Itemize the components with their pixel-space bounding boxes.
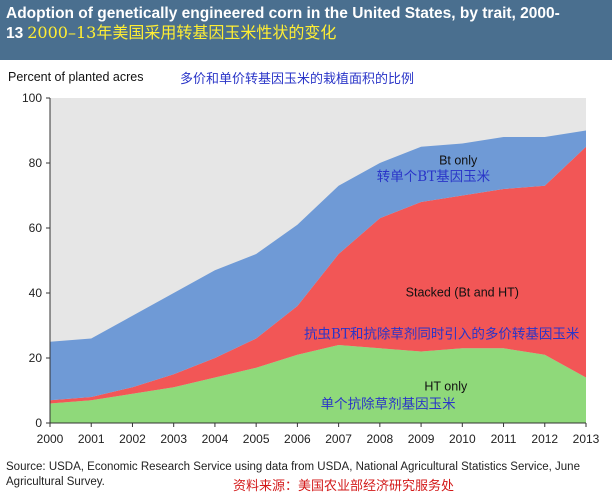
x-tick-label: 2008 xyxy=(366,432,393,446)
chart-header: Adoption of genetically engineered corn … xyxy=(0,0,612,60)
x-tick-label: 2012 xyxy=(531,432,558,446)
source-note: Source: USDA, Economic Research Service … xyxy=(6,461,580,488)
area-bt-only xyxy=(50,130,586,401)
x-tick-label: 2004 xyxy=(202,432,229,446)
chart-title: Adoption of genetically engineered corn … xyxy=(6,4,606,43)
series-label-cn: 单个抗除草剂基因玉米 xyxy=(321,395,456,412)
x-tick-label: 2001 xyxy=(78,432,105,446)
x-tick-label: 2005 xyxy=(243,432,270,446)
y-tick-label: 80 xyxy=(29,156,43,170)
source-note-cn: 资料来源：美国农业部经济研究服务处 xyxy=(233,479,455,494)
series-label: Bt only xyxy=(439,154,478,168)
x-tick-label: 2009 xyxy=(408,432,435,446)
y-axis-label: Percent of planted acres xyxy=(8,70,144,84)
x-tick-label: 2011 xyxy=(491,432,517,446)
x-tick-label: 2007 xyxy=(325,432,352,446)
y-tick-label: 40 xyxy=(29,286,43,300)
chart-title-en: Adoption of genetically engineered corn … xyxy=(6,5,560,42)
x-tick-label: 2013 xyxy=(573,432,600,446)
y-tick-label: 0 xyxy=(35,416,42,430)
y-tick-label: 20 xyxy=(29,351,43,365)
x-tick-label: 2006 xyxy=(284,432,311,446)
y-tick-label: 100 xyxy=(22,91,42,105)
series-label-cn: 抗虫BT和抗除草剂同时引入的多价转基因玉米 xyxy=(304,326,580,343)
x-tick-label: 2002 xyxy=(119,432,146,446)
x-tick-label: 2003 xyxy=(160,432,187,446)
series-label: HT only xyxy=(424,380,468,394)
series-label: Stacked (Bt and HT) xyxy=(406,285,519,299)
area-stacked-bt-and-ht xyxy=(50,146,586,404)
x-tick-label: 2000 xyxy=(37,432,64,446)
y-axis-label-cn: 多价和单价转基因玉米的栽植面积的比例 xyxy=(180,72,415,87)
series-label-cn: 转单个BT基因玉米 xyxy=(377,168,491,185)
chart-title-cn: 2000–13年美国采用转基因玉米性状的变化 xyxy=(27,23,337,42)
y-tick-label: 60 xyxy=(29,221,43,235)
x-tick-label: 2010 xyxy=(449,432,476,446)
area-ht-only xyxy=(50,345,586,423)
